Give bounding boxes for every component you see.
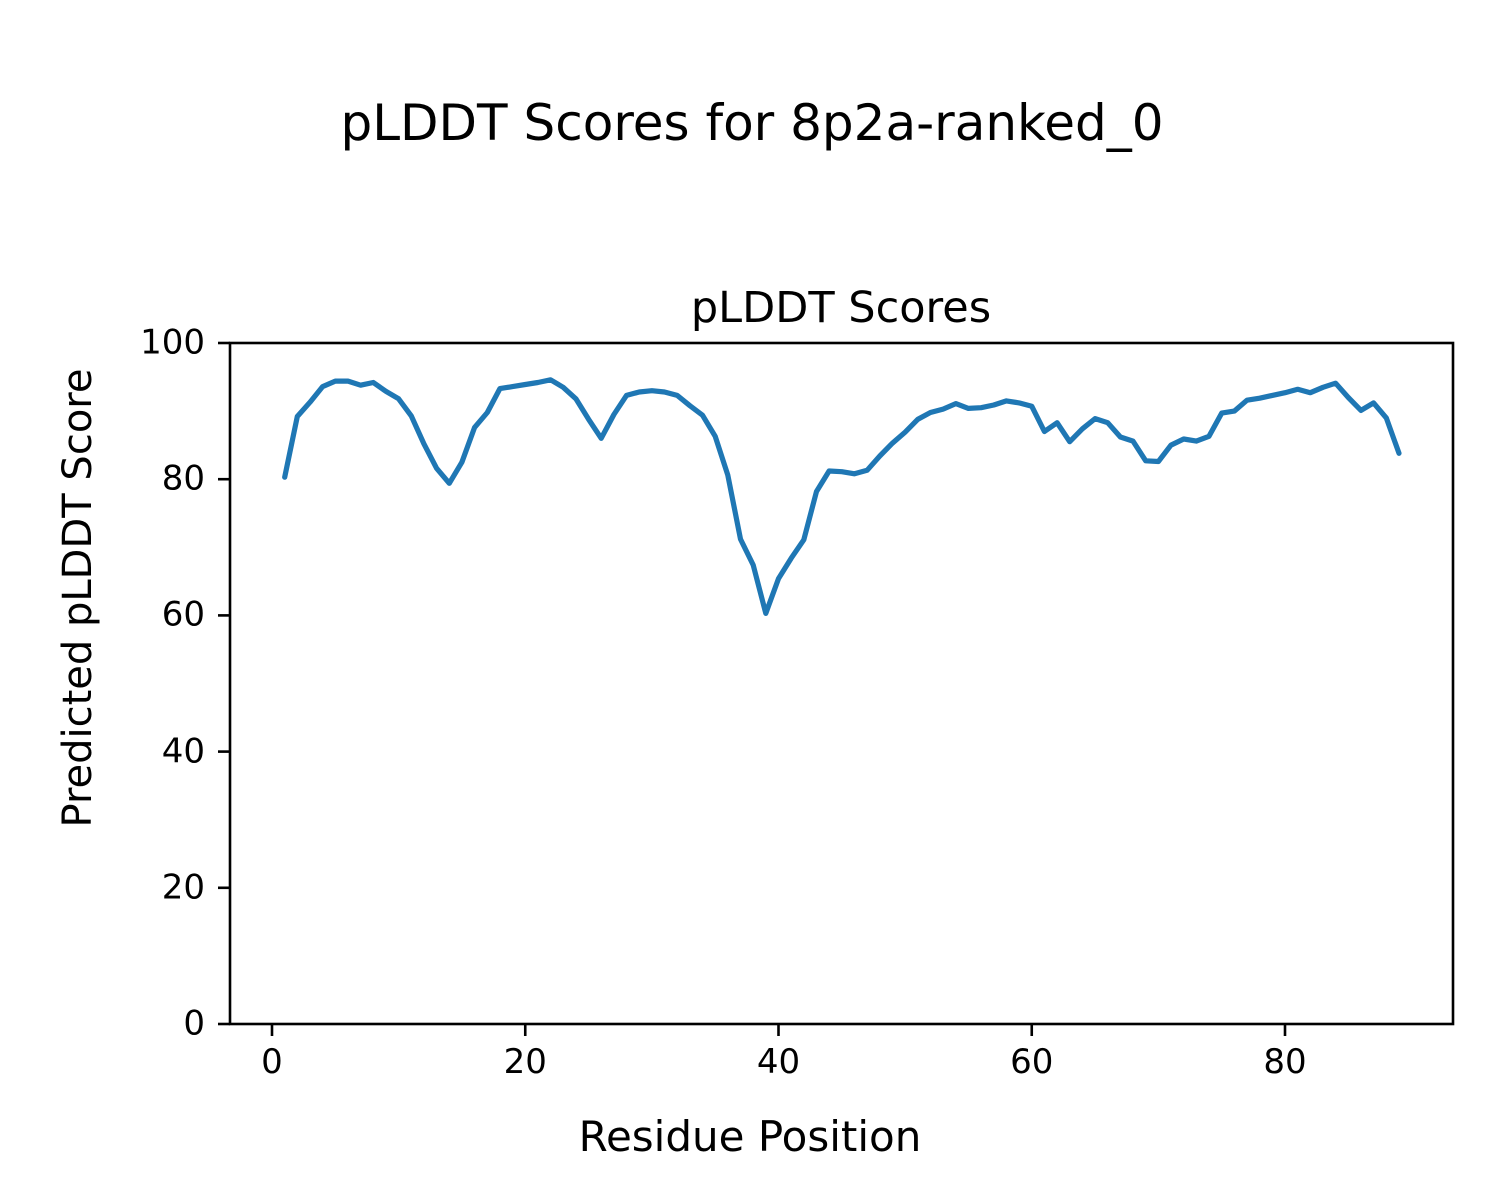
x-tick-label: 80 (1263, 1042, 1307, 1082)
x-tick-label: 20 (503, 1042, 547, 1082)
y-tick-label: 60 (161, 594, 205, 635)
x-tick-label: 60 (1010, 1042, 1054, 1082)
y-tick-label: 20 (161, 867, 205, 908)
x-tick-label: 40 (756, 1042, 801, 1082)
plddt-line-series (282, 377, 1402, 617)
y-axis-label: Predicted pLDDT Score (55, 368, 101, 828)
axis-tick-marks (218, 341, 1287, 1036)
y-tick-label: 40 (161, 730, 205, 771)
y-tick-label: 100 (140, 322, 205, 363)
y-tick-label: 0 (183, 1003, 205, 1044)
y-tick-label: 80 (161, 458, 205, 499)
axes-spines (228, 341, 1455, 1026)
x-tick-label: 0 (261, 1042, 283, 1082)
figure-suptitle: pLDDT Scores for 8p2a-ranked_0 (340, 94, 1164, 152)
x-axis-label: Residue Position (578, 1112, 922, 1161)
axes-title: pLDDT Scores (690, 283, 992, 333)
